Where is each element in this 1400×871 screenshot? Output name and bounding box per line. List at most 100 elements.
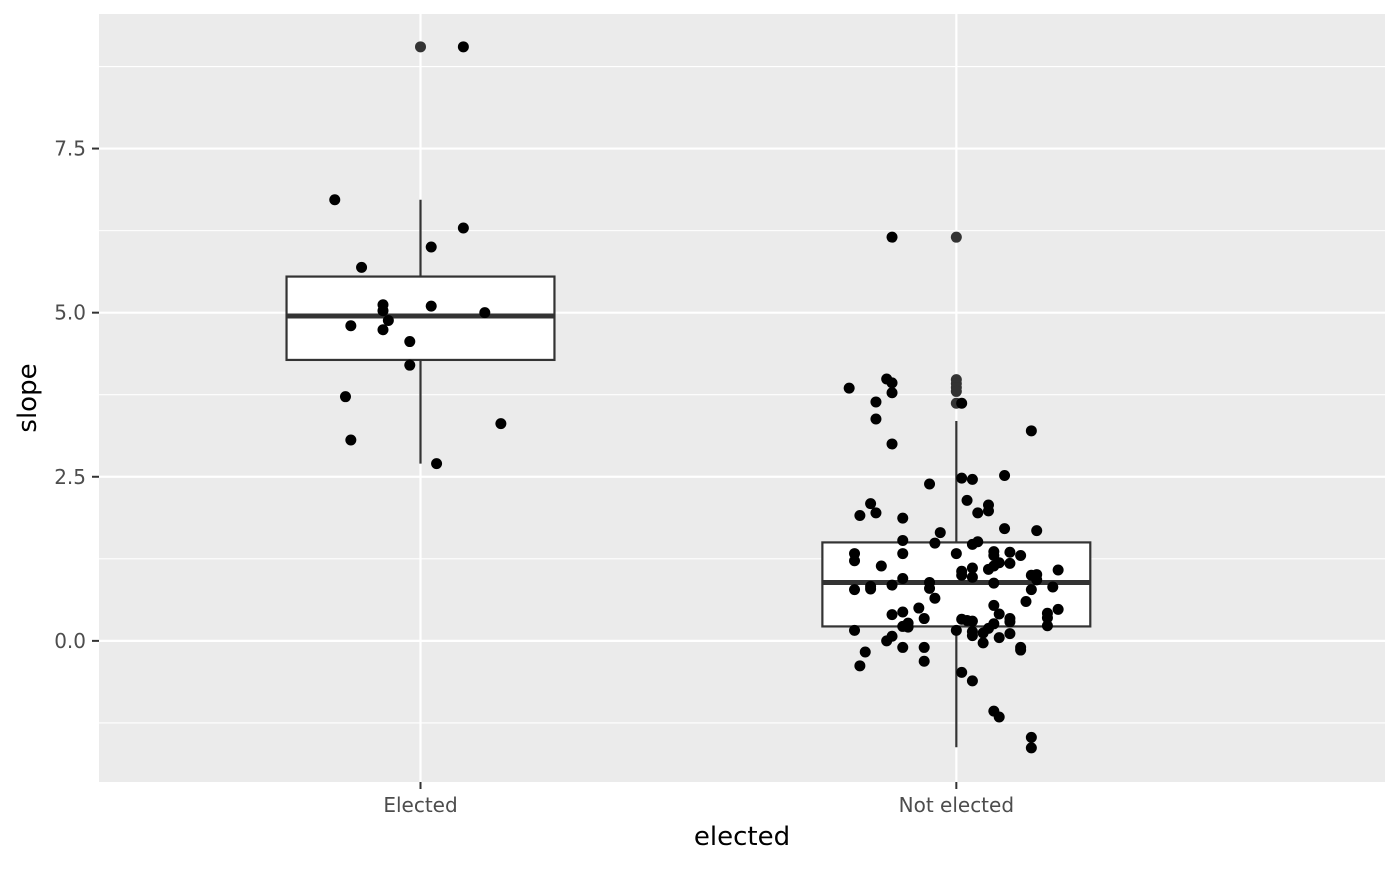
data-point [993, 711, 1005, 723]
data-point [1031, 525, 1043, 537]
data-point [865, 498, 877, 510]
data-point [382, 315, 394, 327]
data-point [854, 660, 866, 672]
y-axis-title: slope [13, 363, 43, 432]
point-layer [329, 41, 1064, 754]
data-point [870, 507, 882, 519]
data-point [972, 507, 984, 519]
data-point [854, 509, 866, 521]
outlier-point [415, 41, 426, 53]
outlier-point [950, 231, 962, 243]
data-point [404, 336, 416, 348]
data-point [457, 41, 469, 53]
data-point [1052, 564, 1064, 576]
data-point [988, 577, 1000, 589]
data-point [897, 512, 909, 524]
data-point [956, 472, 968, 484]
data-point [1015, 644, 1027, 656]
data-point [913, 602, 925, 614]
data-point [961, 494, 973, 506]
data-point [966, 473, 978, 485]
data-point [1047, 581, 1059, 593]
data-point [881, 635, 893, 647]
data-point [950, 624, 962, 636]
data-point [1031, 574, 1043, 586]
data-point [934, 527, 946, 539]
y-tick-label: 0.0 [54, 629, 86, 653]
major-gridlines [99, 14, 1385, 782]
data-point [966, 615, 978, 627]
data-point [1004, 557, 1016, 569]
data-point [999, 523, 1011, 535]
data-point [918, 655, 930, 667]
data-point [457, 222, 469, 234]
data-point [929, 592, 941, 604]
data-point [993, 608, 1005, 620]
data-point [1041, 612, 1053, 624]
data-point [865, 583, 877, 595]
data-point [1041, 620, 1053, 632]
data-point [999, 469, 1011, 481]
data-point [859, 646, 871, 658]
x-axis: Elected Not elected [383, 782, 1014, 817]
y-tick-label: 7.5 [54, 137, 86, 161]
data-point [1015, 550, 1027, 562]
data-point [425, 241, 437, 253]
data-point [356, 261, 368, 273]
data-point [1025, 731, 1037, 743]
data-point [843, 382, 855, 394]
plot-panel [99, 14, 1385, 782]
data-point [902, 621, 914, 633]
data-point [897, 534, 909, 546]
data-point [966, 538, 978, 550]
data-point [886, 438, 898, 450]
data-point [918, 613, 930, 625]
y-tick-label: 2.5 [54, 465, 86, 489]
data-point [966, 562, 978, 574]
data-point [988, 599, 1000, 611]
data-point [886, 231, 898, 243]
data-point [886, 387, 898, 399]
data-point [982, 563, 994, 575]
data-point [1004, 616, 1016, 628]
data-point [875, 560, 887, 572]
data-point [924, 582, 936, 594]
data-point [977, 637, 989, 649]
data-point [956, 666, 968, 678]
x-tick-label: Not elected [899, 793, 1014, 817]
data-point [431, 458, 443, 470]
data-point [966, 571, 978, 583]
data-point [345, 434, 357, 446]
data-point [849, 584, 861, 596]
data-point [849, 624, 861, 636]
data-point [918, 641, 930, 653]
x-tick-label: Elected [383, 793, 457, 817]
data-point [1020, 595, 1032, 607]
data-point [897, 573, 909, 585]
data-point [929, 537, 941, 549]
data-point [870, 413, 882, 425]
data-point [897, 641, 909, 653]
data-point [982, 505, 994, 517]
data-point [377, 305, 389, 317]
data-point [886, 609, 898, 621]
data-point [924, 478, 936, 490]
data-point [1025, 742, 1037, 754]
data-point [993, 632, 1005, 644]
data-point [870, 396, 882, 408]
data-point [977, 627, 989, 639]
data-point [345, 320, 357, 332]
data-point [956, 397, 968, 409]
data-point [377, 324, 389, 336]
data-point [1004, 546, 1016, 558]
data-point [329, 194, 341, 206]
data-point [897, 606, 909, 618]
data-point [339, 391, 351, 403]
data-point [950, 548, 962, 560]
minor-gridlines [99, 65, 1385, 724]
data-point [1025, 425, 1037, 437]
y-axis: 0.0 2.5 5.0 7.5 [54, 137, 99, 653]
data-point [495, 418, 507, 430]
